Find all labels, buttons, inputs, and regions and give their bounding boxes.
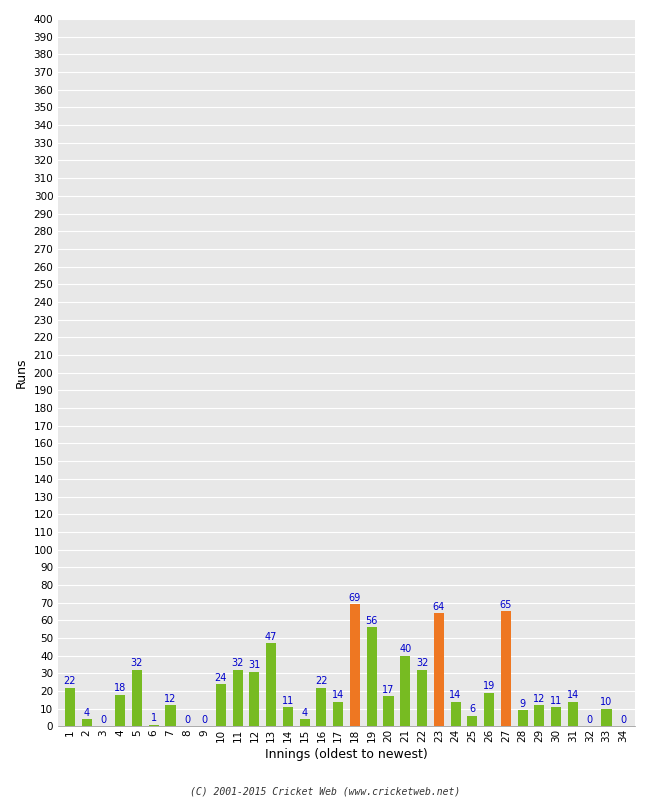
Text: 14: 14 <box>332 690 345 700</box>
Bar <box>501 611 511 726</box>
Bar <box>166 705 176 726</box>
Text: 32: 32 <box>416 658 428 669</box>
Text: 14: 14 <box>567 690 579 700</box>
Bar <box>367 627 377 726</box>
Text: 0: 0 <box>184 715 190 725</box>
Bar <box>250 671 259 726</box>
Bar <box>417 670 427 726</box>
Text: 32: 32 <box>131 658 143 669</box>
Text: 69: 69 <box>349 593 361 603</box>
Y-axis label: Runs: Runs <box>15 358 28 388</box>
Bar <box>317 687 326 726</box>
Bar <box>484 693 494 726</box>
Text: 14: 14 <box>449 690 462 700</box>
Bar <box>601 709 612 726</box>
Bar <box>283 707 293 726</box>
Bar <box>534 705 545 726</box>
Bar <box>350 604 360 726</box>
Bar <box>300 719 309 726</box>
Bar <box>450 702 461 726</box>
Bar <box>517 710 528 726</box>
Bar <box>434 614 444 726</box>
Text: 31: 31 <box>248 660 261 670</box>
Bar <box>384 696 393 726</box>
Bar <box>132 670 142 726</box>
Bar <box>551 707 561 726</box>
Text: 9: 9 <box>519 699 526 709</box>
Bar <box>233 670 242 726</box>
Bar <box>82 719 92 726</box>
Text: 1: 1 <box>151 714 157 723</box>
Text: (C) 2001-2015 Cricket Web (www.cricketweb.net): (C) 2001-2015 Cricket Web (www.cricketwe… <box>190 786 460 796</box>
X-axis label: Innings (oldest to newest): Innings (oldest to newest) <box>265 748 428 761</box>
Text: 64: 64 <box>433 602 445 612</box>
Bar <box>65 687 75 726</box>
Bar <box>115 694 125 726</box>
Text: 0: 0 <box>201 715 207 725</box>
Text: 65: 65 <box>500 600 512 610</box>
Text: 4: 4 <box>84 708 90 718</box>
Text: 22: 22 <box>64 676 76 686</box>
Text: 0: 0 <box>620 715 627 725</box>
Text: 4: 4 <box>302 708 307 718</box>
Bar <box>400 656 410 726</box>
Text: 56: 56 <box>365 616 378 626</box>
Text: 19: 19 <box>483 682 495 691</box>
Text: 6: 6 <box>469 704 475 714</box>
Bar <box>149 725 159 726</box>
Text: 0: 0 <box>100 715 107 725</box>
Text: 18: 18 <box>114 683 126 693</box>
Bar <box>266 643 276 726</box>
Text: 47: 47 <box>265 632 278 642</box>
Bar <box>333 702 343 726</box>
Text: 12: 12 <box>164 694 177 704</box>
Text: 32: 32 <box>231 658 244 669</box>
Text: 12: 12 <box>533 694 545 704</box>
Text: 22: 22 <box>315 676 328 686</box>
Bar <box>467 716 477 726</box>
Text: 40: 40 <box>399 644 411 654</box>
Text: 0: 0 <box>587 715 593 725</box>
Bar <box>216 684 226 726</box>
Text: 11: 11 <box>550 695 562 706</box>
Text: 17: 17 <box>382 685 395 695</box>
Text: 24: 24 <box>214 673 227 682</box>
Text: 10: 10 <box>601 698 612 707</box>
Bar <box>568 702 578 726</box>
Text: 11: 11 <box>281 695 294 706</box>
